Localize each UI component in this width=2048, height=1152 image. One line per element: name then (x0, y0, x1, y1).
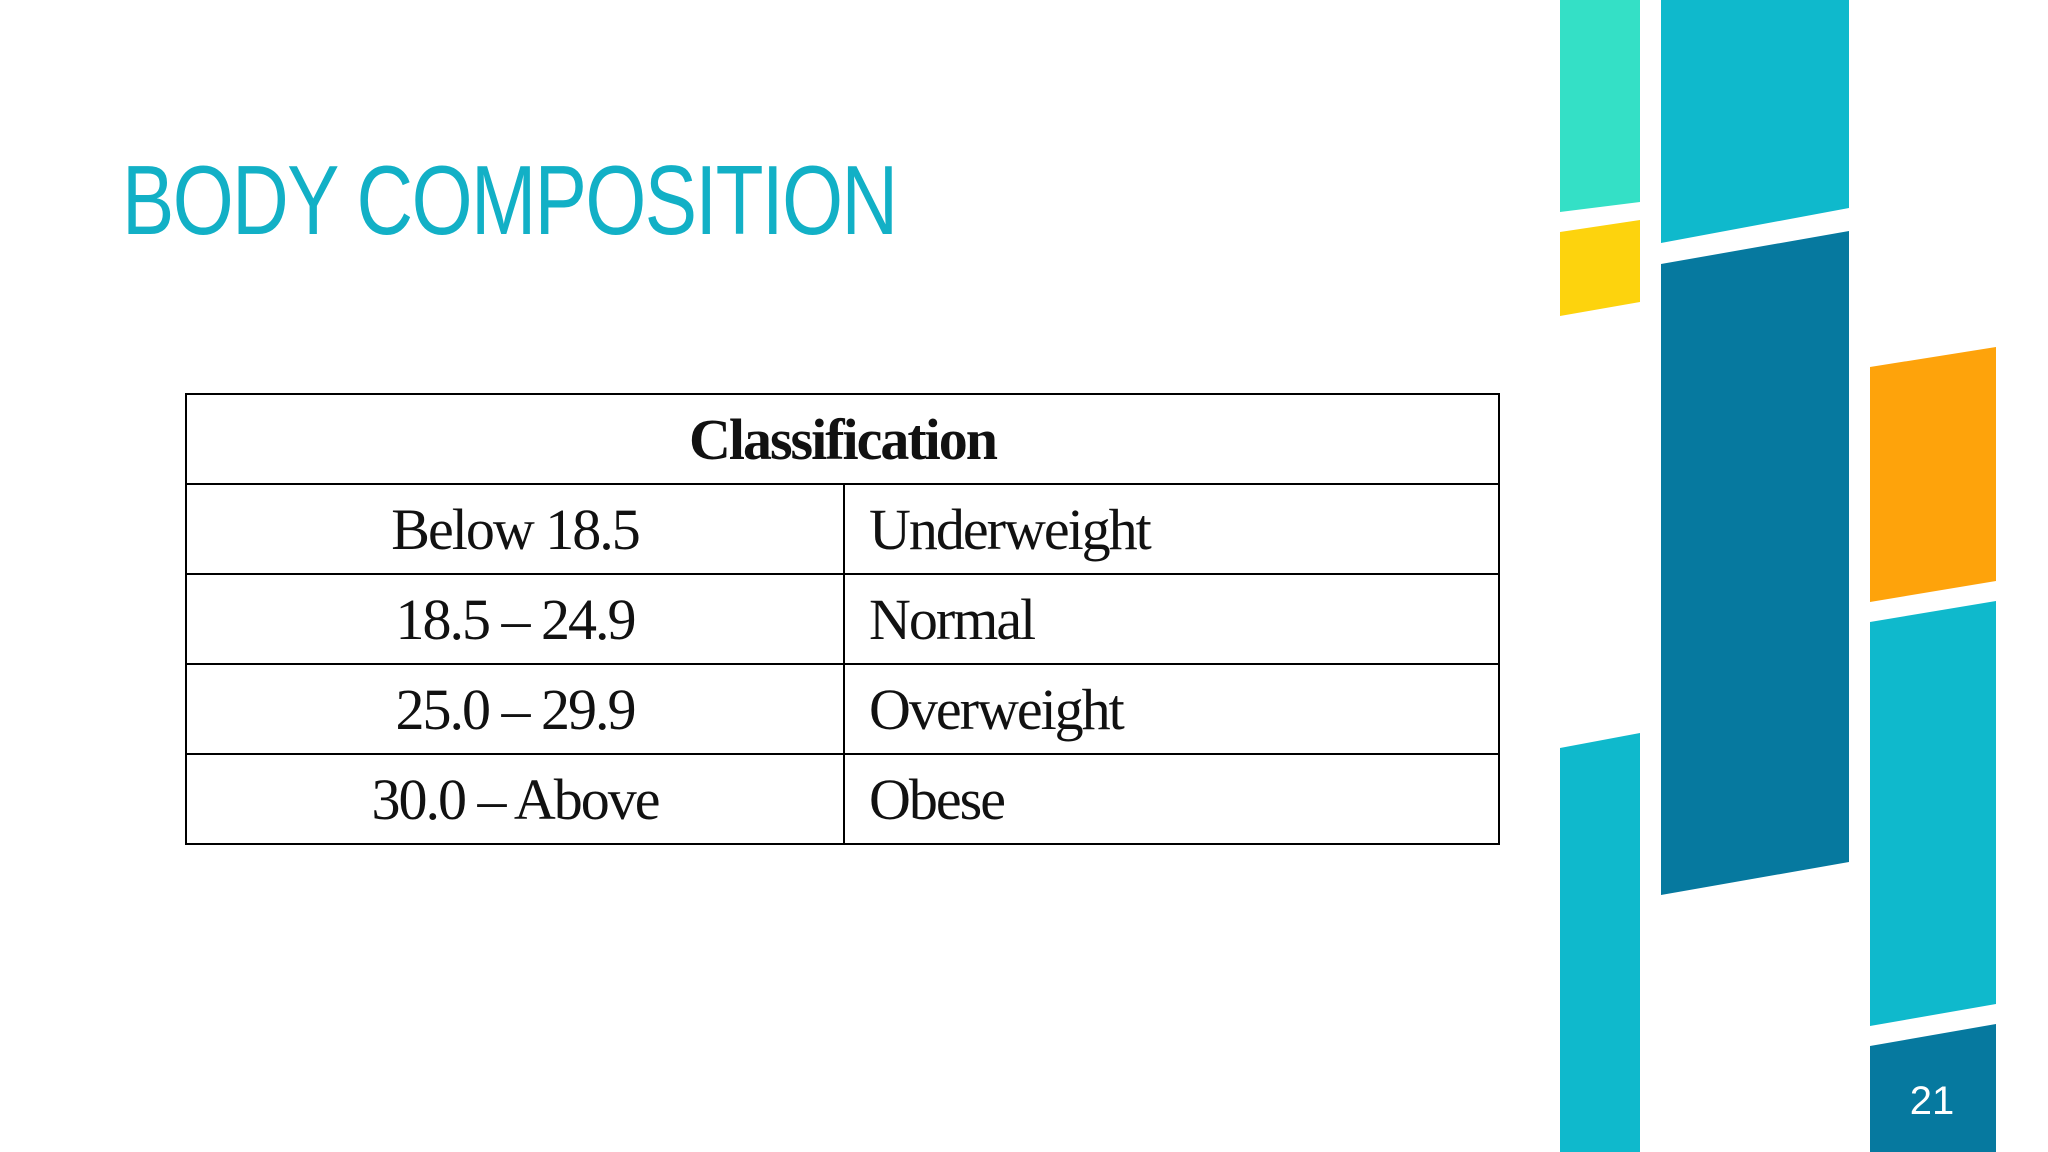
block-orange (1870, 347, 1996, 602)
bmi-category-cell: Obese (843, 753, 1500, 845)
table-row: 18.5 – 24.9 Normal (185, 573, 1500, 665)
bmi-classification-table: Classification Below 18.5 Underweight 18… (185, 393, 1500, 845)
block-teal-light (1560, 0, 1640, 212)
table-header-row: Classification (185, 393, 1500, 485)
block-cyan-top (1661, 0, 1849, 243)
slide-title: BODY COMPOSITION (122, 145, 898, 255)
bmi-range-cell: 30.0 – Above (185, 753, 845, 845)
bmi-category-cell: Normal (843, 573, 1500, 665)
table-row: 30.0 – Above Obese (185, 753, 1500, 845)
bmi-category-cell: Overweight (843, 663, 1500, 755)
block-dark-teal (1661, 231, 1849, 895)
table-header-classification: Classification (185, 393, 1500, 485)
bmi-range-cell: 18.5 – 24.9 (185, 573, 845, 665)
table-row: 25.0 – 29.9 Overweight (185, 663, 1500, 755)
bmi-range-cell: 25.0 – 29.9 (185, 663, 845, 755)
page-number: 21 (1909, 1079, 1955, 1123)
bmi-category-cell: Underweight (843, 483, 1500, 575)
table-row: Below 18.5 Underweight (185, 483, 1500, 575)
block-page-number (1870, 1024, 1996, 1152)
bmi-range-cell: Below 18.5 (185, 483, 845, 575)
block-cyan-right (1870, 601, 1996, 1026)
block-cyan-bottom-left (1560, 733, 1640, 1152)
block-yellow (1560, 220, 1640, 316)
